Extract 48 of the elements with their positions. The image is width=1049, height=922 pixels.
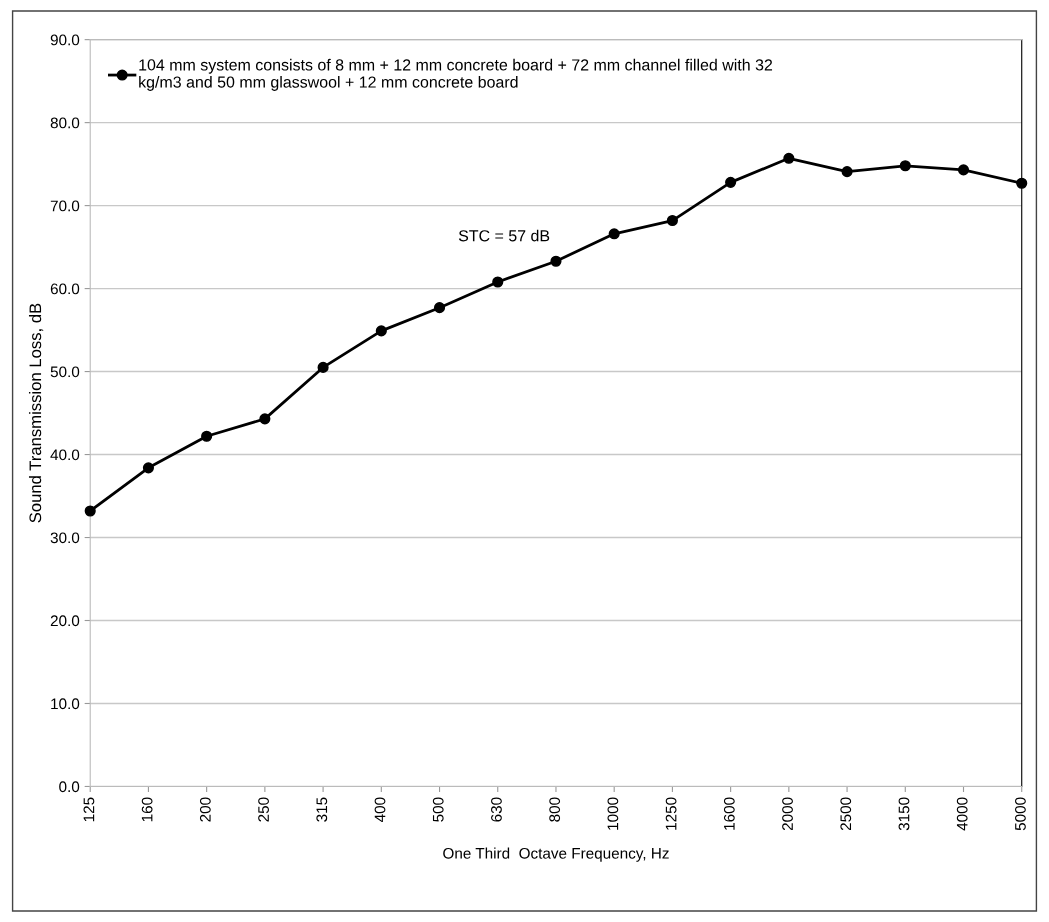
- point: [608, 228, 620, 240]
- point: [841, 166, 853, 178]
- x-tick-label: 630: [491, 797, 502, 822]
- x-tick-label: 3150: [898, 797, 910, 831]
- y-tick-label: 10.0: [51, 698, 80, 710]
- point: [433, 302, 446, 314]
- x-tick-label: 315: [316, 797, 328, 822]
- y-tick-label: 90.0: [50, 34, 80, 46]
- y-tick-label: 50.0: [50, 366, 80, 378]
- x-tick-label: 4000: [956, 797, 968, 831]
- legend-label: 104 mm system consists of 8 mm + 12 mm concrete board + 72 mm channel filled with 32 kg/m3 and 50 mm glasswool + 12 mm concrete board: [139, 58, 773, 91]
- y-tick-label: 70.0: [50, 200, 80, 212]
- x-tick-label: 2000: [782, 797, 793, 831]
- x-tick-label: 1600: [723, 797, 735, 830]
- y-tick-label: 60.0: [50, 283, 80, 295]
- point: [550, 255, 562, 267]
- x-tick-label: 160: [141, 797, 153, 822]
- point: [899, 160, 911, 172]
- point: [375, 325, 387, 337]
- x-tick-label: 1250: [665, 797, 677, 830]
- x-tick-label: 800: [549, 797, 561, 822]
- point: [783, 152, 795, 164]
- point: [492, 276, 504, 288]
- point: [317, 361, 329, 373]
- y-tick-label: 40.0: [50, 449, 80, 461]
- point: [142, 462, 154, 474]
- point: [957, 164, 970, 176]
- x-tick-label: 1000: [607, 797, 619, 830]
- x-tick-label: 2500: [840, 797, 852, 831]
- y-axis-title: Sound Transmission Loss, dB: [28, 303, 44, 523]
- x-tick-label: 250: [258, 797, 269, 822]
- point: [201, 430, 213, 442]
- x-tick-label: 400: [374, 797, 386, 823]
- point: [666, 214, 678, 227]
- x-axis-title: One Third Octave Frequency, Hz: [443, 847, 669, 862]
- point: [725, 176, 737, 188]
- y-tick-label: 20.0: [50, 615, 80, 627]
- y-tick-label: 80.0: [50, 117, 80, 129]
- annotation: STC = 57 dB: [458, 229, 550, 242]
- x-tick-label: 125: [83, 797, 95, 822]
- y-tick-label: 30.0: [50, 532, 80, 544]
- point: [84, 505, 96, 517]
- x-tick-label: 500: [432, 797, 444, 822]
- point: [259, 413, 271, 425]
- x-tick-label: 5000: [1015, 797, 1026, 831]
- y-tick-label: 0.0: [59, 781, 80, 793]
- point: [1016, 177, 1028, 189]
- x-tick-label: 200: [199, 797, 211, 822]
